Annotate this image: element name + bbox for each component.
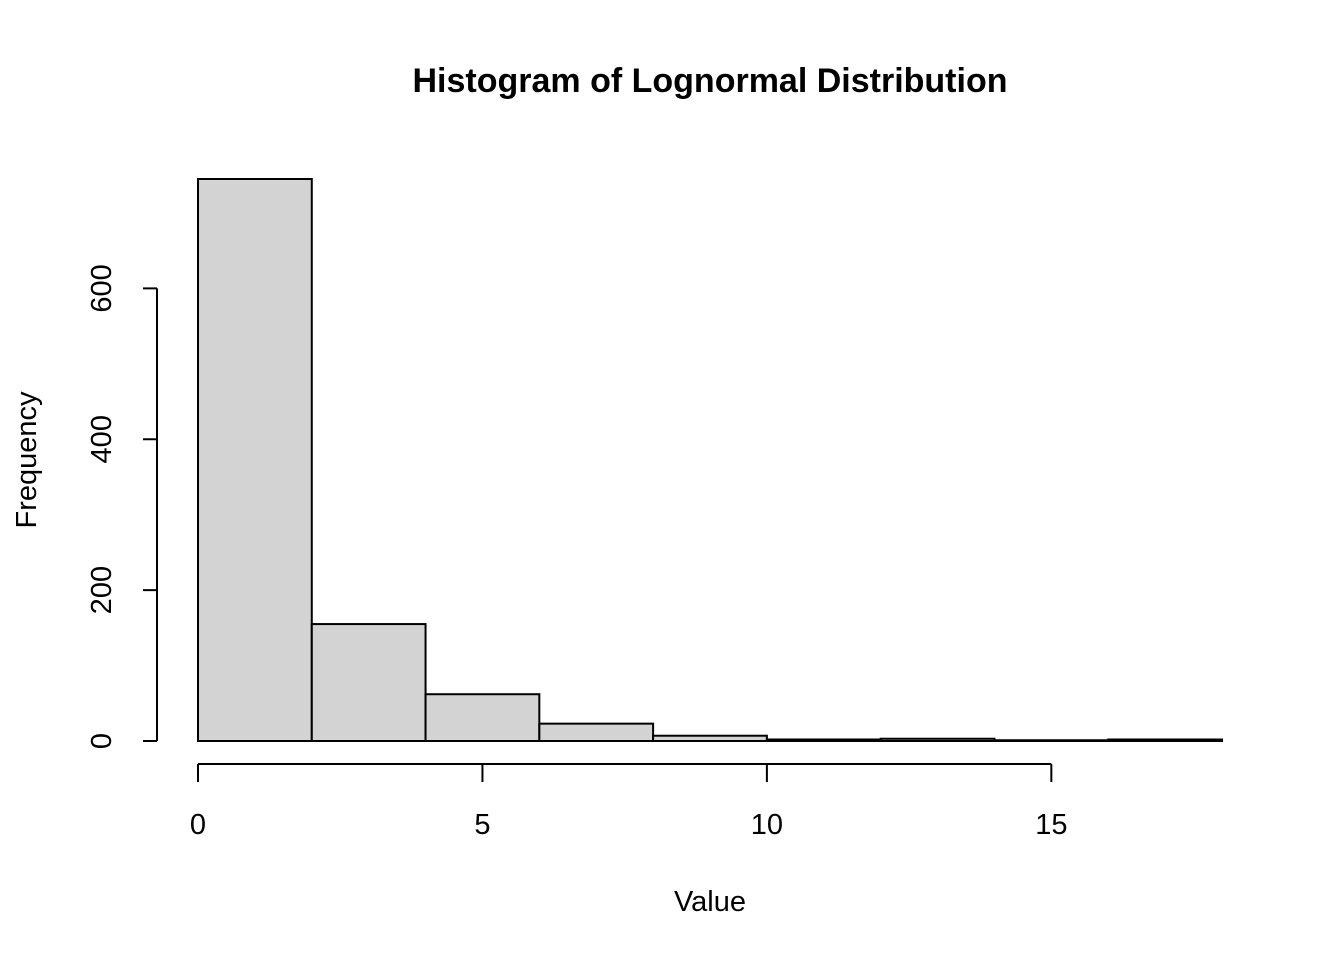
x-tick-label-10: 10 [751, 809, 783, 841]
y-tick-label-400: 400 [86, 415, 118, 463]
histogram-bar-2 [310, 623, 427, 743]
histogram-bar-7 [879, 737, 996, 743]
chart-title: Histogram of Lognormal Distribution [413, 62, 1008, 100]
x-axis-label: Value [674, 886, 746, 918]
x-tick-label-0: 0 [190, 809, 206, 841]
histogram-bar-1 [197, 178, 313, 742]
y-axis: 0 200 400 600 [86, 264, 158, 749]
x-tick-label-15: 15 [1035, 809, 1067, 841]
histogram-bar-3 [424, 693, 541, 743]
histogram-bar-9 [1107, 738, 1223, 742]
y-tick-label-600: 600 [86, 264, 118, 312]
histogram-bar-5 [652, 734, 768, 743]
y-tick-label-200: 200 [86, 566, 118, 614]
x-tick-label-5: 5 [474, 809, 490, 841]
histogram-bar-8 [993, 739, 1110, 743]
x-axis: 0 5 10 15 [190, 763, 1067, 841]
histogram-bar-6 [765, 738, 882, 742]
y-tick-label-0: 0 [86, 733, 118, 749]
bars-group [197, 178, 1223, 743]
y-axis-label: Frequency [11, 391, 43, 529]
histogram-bar-4 [538, 722, 655, 742]
